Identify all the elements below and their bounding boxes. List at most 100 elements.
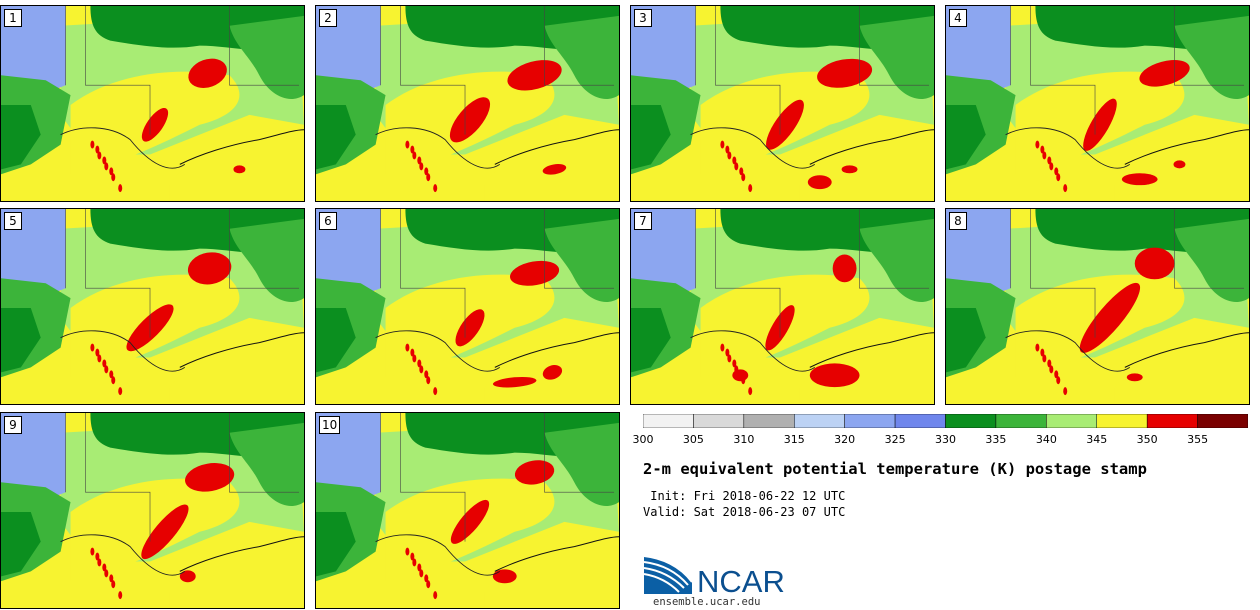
hot-speck	[1056, 376, 1061, 385]
colorbar-swatch	[743, 414, 795, 428]
border-line	[60, 534, 186, 576]
theta-e-field	[946, 209, 1249, 404]
hot-speck	[111, 173, 116, 182]
state-border	[1174, 6, 1245, 86]
hot-speck	[111, 376, 116, 385]
theta-e-field	[316, 209, 619, 404]
ncar-logo: NCAR	[643, 555, 785, 596]
hot-speck	[732, 156, 737, 165]
hot-spot-gulf	[233, 165, 246, 174]
hot-spot-gulf	[809, 363, 860, 388]
gulf	[484, 531, 619, 608]
hot-speck	[720, 140, 725, 149]
west-darkgreen	[316, 307, 356, 373]
theta-e-field	[1, 413, 304, 608]
hot-spot-gulf	[1121, 173, 1158, 186]
coastline	[494, 332, 619, 368]
colorbar-tick-label: 335	[985, 433, 1007, 446]
member-label: 5	[4, 212, 22, 230]
member-label: 6	[319, 212, 337, 230]
colorbar-swatch	[643, 414, 694, 428]
theta-e-field	[316, 6, 619, 201]
hot-speck	[1049, 365, 1054, 374]
gulf	[799, 124, 934, 201]
hot-spot-gulf	[1126, 373, 1143, 382]
west-darkgreen	[631, 104, 671, 170]
colorbar-swatch	[794, 414, 845, 428]
member-label: 2	[319, 9, 337, 27]
hot-speck	[90, 140, 95, 149]
hot-speck	[118, 387, 123, 396]
hot-speck	[410, 348, 415, 357]
hot-speck	[95, 145, 100, 154]
theta-e-field	[631, 209, 934, 404]
hot-speck	[725, 145, 730, 154]
hot-spot-sw	[141, 107, 169, 142]
hot-spot-sw	[766, 99, 804, 150]
hot-speck	[410, 145, 415, 154]
state-border	[544, 413, 615, 493]
hot-speck	[419, 162, 424, 171]
colorbar-swatch	[1096, 414, 1148, 428]
border-line	[60, 127, 186, 169]
theta-e-field	[1, 209, 304, 404]
hot-spot-ne	[510, 260, 560, 286]
hot-speck	[111, 580, 116, 589]
logo-url: ensemble.ucar.edu	[653, 596, 761, 608]
hot-speck	[426, 580, 431, 589]
map-panel: 5	[0, 208, 305, 405]
colorbar-tick-label: 315	[783, 433, 805, 446]
east-green	[229, 218, 304, 302]
hot-speck	[405, 547, 410, 556]
hot-spot-gulf	[492, 569, 517, 584]
hot-speck	[417, 563, 422, 572]
hot-speck	[1042, 151, 1047, 160]
hot-speck	[1047, 156, 1052, 165]
coastline	[1124, 129, 1249, 165]
state-border	[85, 413, 151, 542]
hot-speck	[1042, 354, 1047, 363]
hot-spot-sw	[141, 504, 189, 560]
map-panel: 7	[630, 208, 935, 405]
hot-speck	[109, 370, 114, 379]
logo-text: NCAR	[697, 564, 785, 596]
colorbar-tick-label: 330	[935, 433, 956, 446]
hot-speck	[1063, 387, 1068, 396]
hot-speck	[732, 359, 737, 368]
state-border	[400, 209, 466, 338]
west-darkgreen	[946, 104, 986, 170]
hot-spot-gulf	[179, 570, 196, 583]
border-line	[1005, 330, 1131, 372]
theta-e-field	[631, 6, 934, 201]
hot-spot-sw	[450, 499, 490, 544]
colorbar-swatch	[945, 414, 997, 428]
hot-speck	[739, 167, 744, 176]
hot-speck	[419, 365, 424, 374]
west-darkgreen	[1, 307, 41, 373]
hot-speck	[412, 558, 417, 567]
hot-speck	[725, 348, 730, 357]
hot-speck	[104, 365, 109, 374]
member-label: 1	[4, 9, 22, 27]
hot-speck	[104, 569, 109, 578]
gulf	[169, 124, 304, 201]
hot-speck	[426, 376, 431, 385]
hot-speck	[90, 547, 95, 556]
hot-spot-sw	[449, 97, 491, 143]
hot-speck	[412, 354, 417, 363]
hot-speck	[1035, 140, 1040, 149]
hot-speck	[97, 558, 102, 567]
coastline	[179, 129, 304, 165]
east-green	[544, 218, 619, 302]
map-panel: 6	[315, 208, 620, 405]
hot-speck	[1040, 145, 1045, 154]
hot-speck	[102, 359, 107, 368]
colorbar-tick-label: 350	[1136, 433, 1158, 446]
west-darkgreen	[316, 511, 356, 577]
west-darkgreen	[1, 511, 41, 577]
hot-spot-ne	[1139, 60, 1190, 87]
map-panel: 3	[630, 5, 935, 202]
hot-speck	[1054, 167, 1059, 176]
colorbar-swatch	[693, 414, 745, 428]
map-panel: 2	[315, 5, 620, 202]
